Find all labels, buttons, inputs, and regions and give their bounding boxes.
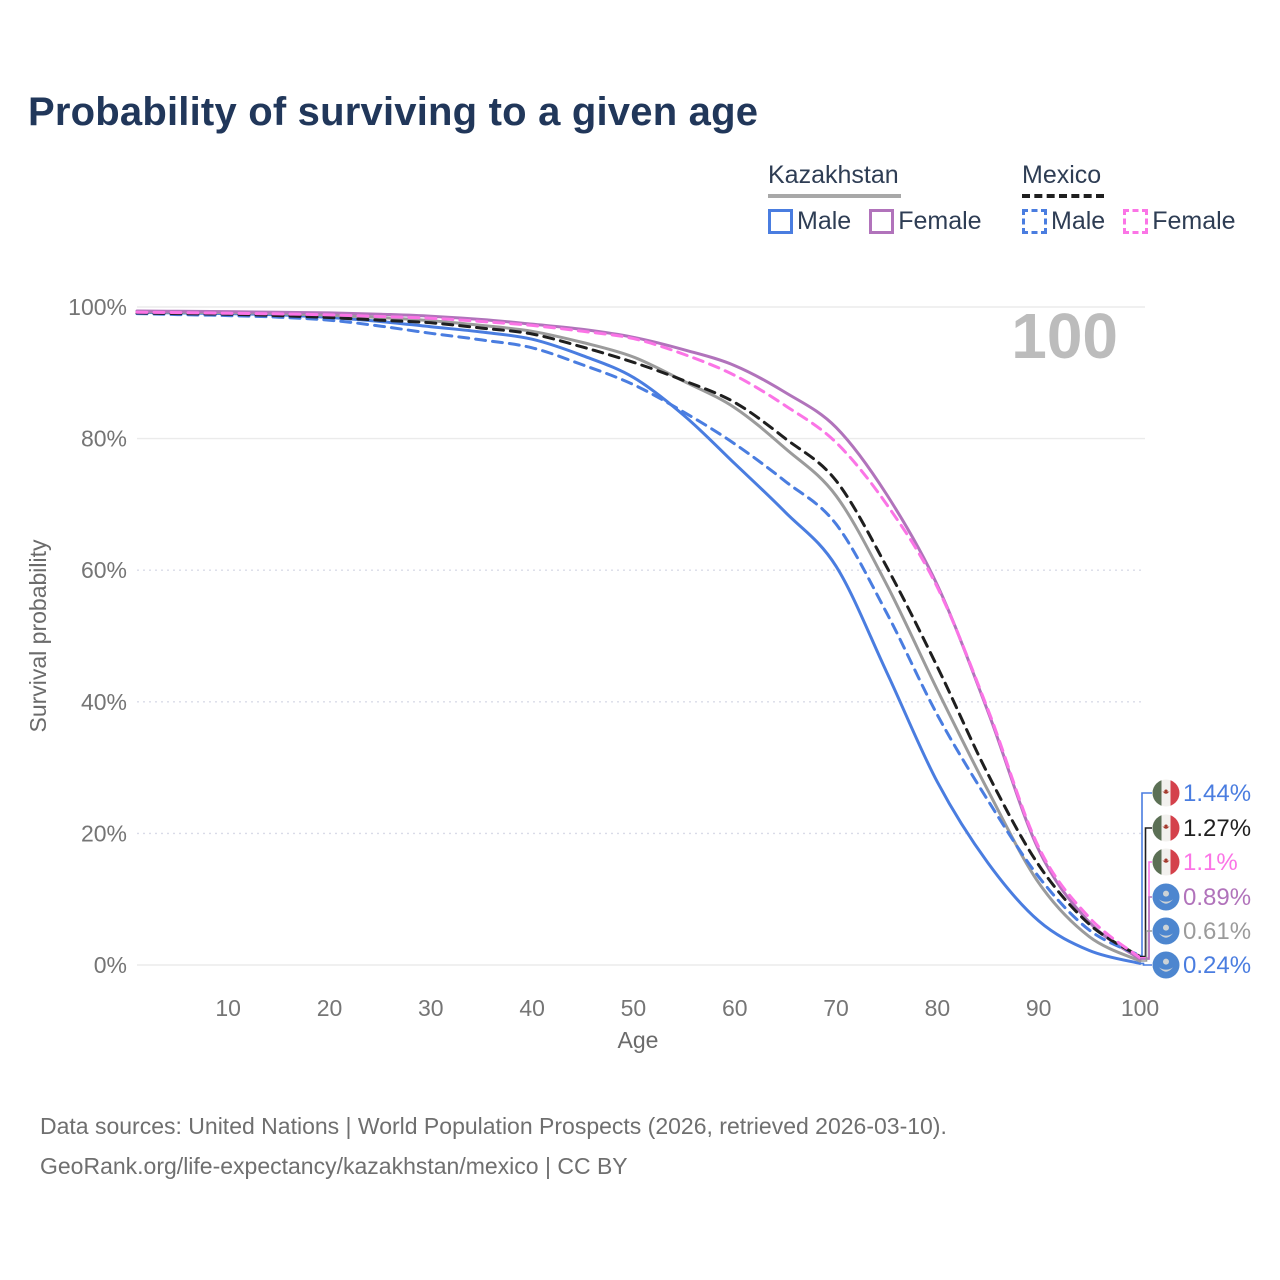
legend-swatch-mexico-male[interactable] [1022,209,1047,234]
kazakhstan-line-style-swatch [768,194,901,198]
kazakhstan-flag-icon [1152,883,1180,911]
y-tick-label-60: 60% [81,557,127,583]
line-mexico-female[interactable] [135,310,1142,960]
legend-country-mexico[interactable]: Mexico [1022,161,1102,189]
x-tick-label-10: 10 [215,995,241,1021]
mexico-flag-icon [1152,848,1180,876]
x-tick-label-30: 30 [418,995,444,1021]
x-tick-label-100: 100 [1121,995,1159,1021]
mexico-flag-icon [1152,814,1180,842]
y-axis-tick-labels: 0% 20% 40% 60% 80% 100% [68,294,127,978]
x-axis-tick-labels: 10 20 30 40 50 60 70 80 90 100 [215,995,1159,1021]
legend-country-kazakhstan[interactable]: Kazakhstan [768,161,899,189]
leader-line [1140,930,1152,962]
y-axis-title: Survival probability [25,539,51,733]
end-label-kazakhstan-both: 0.61% [1140,917,1251,962]
series-lines [135,309,1142,965]
y-tick-label-0: 0% [94,952,127,978]
x-tick-label-40: 40 [519,995,545,1021]
mexico-flag-icon [1152,779,1180,807]
page-title: Probability of surviving to a given age [28,90,759,134]
end-label-mexico-male: 1.44% [1140,779,1251,957]
line-mexico-both[interactable] [135,311,1142,959]
x-tick-label-20: 20 [317,995,343,1021]
x-tick-label-60: 60 [722,995,748,1021]
legend-group-mexico: Mexico Male Female [1022,161,1254,236]
footer: Data sources: United Nations | World Pop… [40,1106,947,1186]
x-tick-label-50: 50 [621,995,647,1021]
end-label-value: 0.24% [1183,952,1251,979]
legend-label-kazakhstan-male[interactable]: Male [797,207,852,235]
y-tick-label-40: 40% [81,689,127,715]
leader-line [1140,827,1152,958]
x-axis-title: Age [618,1027,659,1053]
end-label-kazakhstan-male: 0.24% [1140,951,1251,979]
y-tick-label-20: 20% [81,820,127,846]
end-label-value: 1.1% [1183,849,1238,876]
leader-line [1140,792,1152,957]
mexico-line-style-swatch [1022,194,1104,198]
line-mexico-male[interactable] [135,312,1142,957]
end-label-kazakhstan-female: 0.89% [1140,883,1251,960]
legend-label-kazakhstan-female[interactable]: Female [898,207,982,235]
line-kazakhstan-male[interactable] [135,310,1142,965]
legend-label-mexico-male[interactable]: Male [1051,207,1106,235]
y-tick-label-80: 80% [81,426,127,452]
legend-swatch-kazakhstan-female[interactable] [869,209,895,234]
end-label-value: 1.27% [1183,815,1251,842]
end-label-value: 0.89% [1183,884,1251,911]
kazakhstan-flag-icon [1152,951,1180,979]
attribution-link-line[interactable]: GeoRank.org/life-expectancy/kazakhstan/m… [40,1153,628,1179]
legend-swatch-mexico-female[interactable] [1123,209,1149,234]
x-tick-label-90: 90 [1026,995,1052,1021]
end-label-mexico-both: 1.27% [1140,814,1251,958]
end-label-value: 0.61% [1183,918,1251,945]
legend-swatch-kazakhstan-male[interactable] [768,209,793,234]
x-tick-label-80: 80 [925,995,951,1021]
end-labels: 1.44% 1.27% 1.1% 0.89% 0.61% 0.24% [1140,779,1251,979]
leader-line [1140,962,1152,966]
data-sources-line: Data sources: United Nations | World Pop… [40,1113,947,1139]
x-tick-label-70: 70 [823,995,849,1021]
leader-line [1140,896,1152,960]
age-counter-watermark: 100 [1011,300,1118,372]
kazakhstan-flag-icon [1152,917,1180,945]
gridlines [137,306,1145,966]
end-label-value: 1.44% [1183,780,1251,807]
line-kazakhstan-female[interactable] [135,309,1142,961]
legend-group-kazakhstan: Kazakhstan Male Female [768,161,1000,236]
y-tick-label-100: 100% [68,294,127,320]
legend-label-mexico-female[interactable]: Female [1152,207,1236,235]
